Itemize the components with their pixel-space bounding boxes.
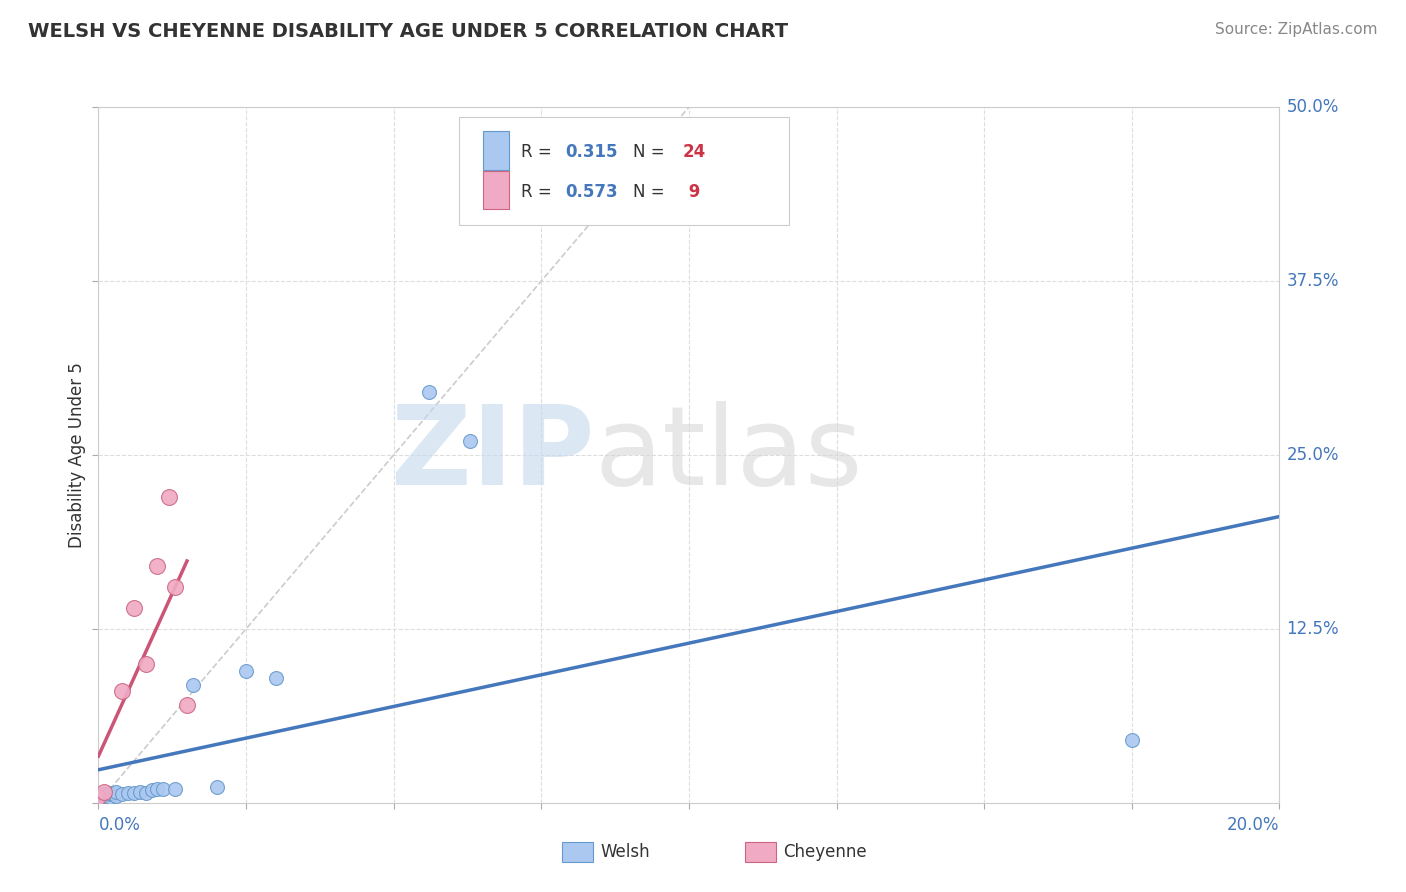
FancyBboxPatch shape [484, 171, 509, 210]
Point [98, 788, 121, 802]
Point [87, 791, 110, 805]
Point [146, 781, 169, 796]
Point [165, 781, 187, 796]
Point [87, 790, 110, 805]
Text: ZIP: ZIP [391, 401, 595, 508]
Text: R =: R = [522, 144, 557, 161]
Point [141, 783, 163, 797]
Text: N =: N = [634, 183, 671, 201]
Point [122, 601, 145, 615]
Point [152, 781, 174, 796]
Point [105, 785, 128, 799]
FancyBboxPatch shape [484, 131, 509, 169]
Point [181, 677, 204, 691]
Point [135, 657, 157, 671]
Text: Cheyenne: Cheyenne [783, 843, 866, 861]
Point [176, 698, 198, 713]
Point [98, 786, 121, 800]
Point [93, 788, 115, 802]
Text: atlas: atlas [595, 401, 863, 508]
Text: 50.0%: 50.0% [1286, 98, 1339, 116]
Text: 0.315: 0.315 [565, 144, 617, 161]
Point [105, 789, 128, 803]
Text: 37.5%: 37.5% [1286, 272, 1339, 290]
Point [264, 671, 287, 685]
Point [111, 684, 134, 698]
Point [122, 786, 145, 800]
Point [117, 786, 139, 800]
Text: WELSH VS CHEYENNE DISABILITY AGE UNDER 5 CORRELATION CHART: WELSH VS CHEYENNE DISABILITY AGE UNDER 5… [28, 22, 789, 41]
Text: 20.0%: 20.0% [1227, 816, 1279, 834]
Point [460, 434, 482, 448]
Text: 0.573: 0.573 [565, 183, 617, 201]
Point [205, 780, 228, 795]
Point [165, 580, 187, 594]
Point [93, 785, 115, 799]
FancyBboxPatch shape [458, 118, 789, 226]
Text: 9: 9 [683, 183, 700, 201]
Text: Source: ZipAtlas.com: Source: ZipAtlas.com [1215, 22, 1378, 37]
Point [235, 664, 257, 678]
Point [146, 559, 169, 574]
Point [157, 490, 180, 504]
Text: 25.0%: 25.0% [1286, 446, 1339, 464]
Point [93, 789, 115, 803]
Text: 24: 24 [683, 144, 706, 161]
Text: Welsh: Welsh [600, 843, 650, 861]
Point [98, 790, 121, 805]
Point [135, 786, 157, 800]
Text: R =: R = [522, 183, 557, 201]
Point [418, 385, 440, 400]
Text: 12.5%: 12.5% [1286, 620, 1339, 638]
Y-axis label: Disability Age Under 5: Disability Age Under 5 [67, 362, 86, 548]
Point [1121, 733, 1143, 747]
Point [111, 788, 134, 802]
Point [128, 785, 150, 799]
Text: N =: N = [634, 144, 671, 161]
Text: 0.0%: 0.0% [98, 816, 141, 834]
